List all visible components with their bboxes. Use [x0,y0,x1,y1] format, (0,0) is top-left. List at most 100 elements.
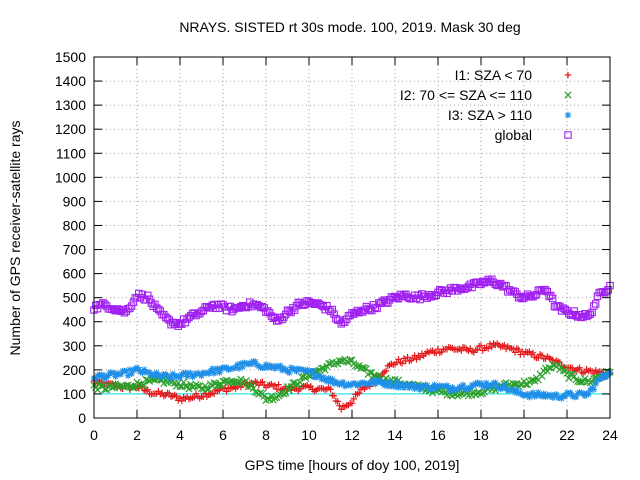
data-point [590,386,598,393]
data-point [413,383,420,391]
data-point [452,386,460,394]
data-point [604,285,612,294]
data-point [484,345,492,352]
y-tick-label: 0 [78,410,86,426]
y-tick-label: 1400 [55,73,86,89]
data-point [458,384,465,392]
data-point [499,384,506,392]
data-point [210,379,218,387]
data-point [167,375,175,383]
data-point [210,390,218,397]
data-point [271,394,279,402]
legend: I1: SZA < 70 I2: 70 <= SZA <= 110 I3: SZA … [400,67,572,143]
data-point [173,393,180,400]
data-point [549,360,557,369]
axis-ticks: 0100200300400500600700800900100011001200… [55,49,618,443]
data-point [207,368,214,375]
data-point [286,369,293,377]
data-point [166,390,173,397]
data-point [277,362,284,369]
x-tick-label: 4 [176,427,184,443]
data-point [178,397,185,405]
data-point [581,375,589,383]
y-tick-label: 200 [63,362,87,378]
data-point [198,372,205,380]
y-tick-label: 900 [63,193,87,209]
data-point [320,374,327,381]
data-point [144,386,151,393]
data-point [232,364,239,371]
data-point [558,395,565,402]
data-point [137,368,144,376]
data-point [581,392,589,400]
data-point [484,383,492,390]
data-point [583,390,590,397]
x-axis-label: GPS time [hours of doy 100, 2019] [245,457,460,473]
data-point [122,381,130,390]
x-tick-label: 24 [602,427,618,443]
data-point [275,381,282,388]
data-point [327,386,334,393]
data-point [309,368,316,375]
data-point [131,383,139,391]
data-point [307,382,314,390]
data-point [511,349,519,356]
data-point [187,370,194,377]
data-point [388,383,395,390]
data-point [382,379,390,387]
data-point [139,369,146,377]
data-point [285,386,293,394]
data-point [292,381,301,389]
y-tick-label: 1200 [55,121,86,137]
data-point [243,360,250,367]
x-tick-label: 18 [473,427,489,443]
data-point [350,379,357,387]
data-point [235,365,243,372]
x-tick-label: 10 [301,427,317,443]
data-point [585,391,592,398]
data-point [329,375,336,383]
data-point [592,380,599,387]
data-point [128,370,135,378]
data-point [536,392,544,399]
data-point [123,367,130,375]
data-point [361,379,368,387]
data-point [472,380,479,387]
data-point [203,385,211,393]
data-point [339,378,347,386]
legend-label: I1: SZA < 70 [455,67,533,83]
series-3 [90,275,614,330]
data-point [223,388,230,395]
data-point [117,370,125,378]
series-2 [90,358,614,402]
data-point [183,373,191,380]
data-point [591,300,600,308]
data-point [290,306,299,314]
data-point [474,346,481,353]
data-point [538,393,546,400]
data-point [209,365,216,372]
y-tick-label: 1500 [55,49,86,65]
data-point [566,370,575,378]
data-point [316,372,323,380]
data-point [455,391,464,399]
data-point [429,384,436,391]
data-point [384,382,392,390]
data-point [124,372,132,379]
data-point [529,389,537,396]
data-point [114,370,121,377]
data-point [511,389,519,396]
data-point [260,392,268,400]
data-point [570,372,578,380]
y-tick-label: 300 [63,338,87,354]
data-point [144,291,152,300]
data-point [441,382,449,390]
data-point [477,342,485,349]
data-point [483,379,490,387]
x-tick-label: 20 [516,427,532,443]
x-tick-label: 22 [559,427,575,443]
data-point [492,379,499,386]
data-point [501,341,508,349]
data-point [576,364,583,371]
data-point [112,373,119,380]
